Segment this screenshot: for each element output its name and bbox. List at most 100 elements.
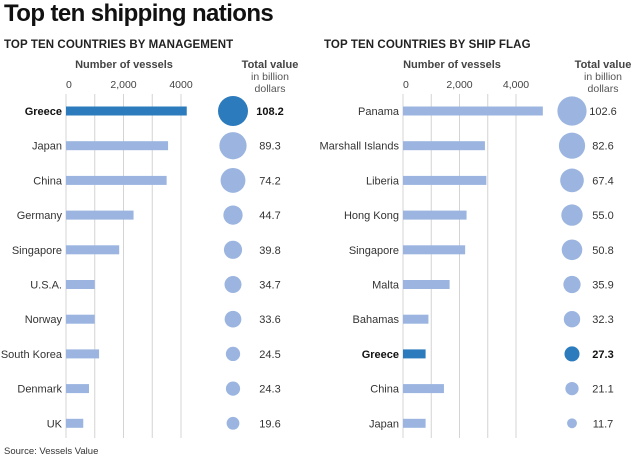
category-label: China: [33, 175, 63, 187]
category-label: Malta: [372, 280, 400, 292]
category-label: Greece: [25, 106, 62, 118]
bar: [66, 418, 84, 428]
value-bubble: [558, 132, 586, 159]
bar: [403, 384, 444, 394]
bar: [403, 245, 466, 255]
category-label: Denmark: [17, 384, 62, 396]
value-bubble: [223, 240, 243, 259]
bar: [66, 314, 95, 324]
value-bubble: [560, 168, 584, 193]
value-bubble: [563, 275, 581, 294]
bar: [403, 210, 467, 220]
value-label: 102.6: [589, 106, 617, 118]
panel-flag: TOP TEN COUNTRIES BY SHIP FLAG Number of…: [324, 39, 631, 95]
bar: [66, 106, 187, 116]
value-bubble: [561, 204, 583, 226]
category-label: Germany: [17, 210, 63, 222]
value-label: 82.6: [592, 141, 613, 153]
value-header-line1-management: Total value: [242, 59, 299, 71]
category-label: Bahamas: [353, 314, 400, 326]
value-bubble: [220, 167, 246, 193]
bar: [66, 210, 134, 220]
value-bubble: [565, 381, 579, 396]
panel-subtitle-management: TOP TEN COUNTRIES BY MANAGEMENT: [4, 39, 233, 51]
value-bubble: [226, 416, 240, 430]
value-bubble: [224, 276, 242, 293]
x-tick-label: 0: [66, 79, 72, 91]
category-label: Norway: [25, 314, 63, 326]
value-label: 24.3: [259, 384, 280, 396]
value-header-line2-management: in billion: [251, 71, 289, 83]
value-bubble: [563, 311, 581, 328]
value-label: 11.7: [593, 418, 614, 430]
bar: [403, 141, 485, 151]
bar: [66, 245, 120, 255]
value-label: 19.6: [259, 418, 280, 430]
x-tick-label: 2,000: [110, 79, 136, 91]
value-label: 44.7: [259, 210, 280, 222]
category-label: Singapore: [349, 245, 399, 257]
value-bubble: [224, 310, 242, 328]
category-label: UK: [47, 418, 63, 430]
x-tick-label: 4000: [169, 79, 193, 91]
category-label: Liberia: [366, 175, 400, 187]
value-header-line2-flag: in billion: [584, 71, 622, 83]
category-label: Japan: [32, 141, 62, 153]
panel-subtitle-flag: TOP TEN COUNTRIES BY SHIP FLAG: [324, 39, 531, 51]
chart-marks: 0 2,000 4000 Greece 108.2 Japan 89.3 China 74.2 G…: [1, 79, 617, 438]
value-header-line3-management: dollars: [255, 83, 286, 95]
bar: [403, 418, 426, 428]
x-tick-label: 4,000: [503, 79, 529, 91]
value-label: 21.1: [592, 384, 613, 396]
value-label: 50.8: [592, 245, 613, 257]
category-label: China: [370, 384, 400, 396]
value-label: 55.0: [592, 210, 613, 222]
bar: [66, 349, 100, 359]
panel-marks-0: 0 2,000 4000 Greece 108.2 Japan 89.3 China 74.2 G…: [1, 79, 284, 438]
value-bubble: [223, 205, 243, 225]
value-label: 67.4: [592, 175, 613, 187]
category-label: Japan: [369, 418, 399, 430]
value-bubble: [225, 346, 241, 362]
value-bubble: [564, 346, 580, 362]
value-label: 33.6: [259, 314, 280, 326]
bar: [66, 175, 167, 185]
value-label: 89.3: [259, 141, 280, 153]
bar: [66, 141, 169, 151]
bar: [403, 106, 543, 116]
bar: [403, 175, 487, 185]
source-note: Source: Vessels Value: [4, 446, 99, 457]
category-label: South Korea: [1, 349, 63, 361]
value-label: 34.7: [259, 280, 280, 292]
panel-marks-1: 0 2,000 4,000 Panama 102.6 Marshall Islands 82…: [320, 79, 617, 438]
value-header-line3-flag: dollars: [588, 83, 619, 95]
x-tick-label: 2,000: [446, 79, 472, 91]
value-bubble: [557, 96, 587, 126]
value-bubble: [561, 239, 583, 261]
category-label: Panama: [358, 106, 400, 118]
chart-title: Top ten shipping nations: [4, 0, 274, 27]
value-label: 24.5: [259, 349, 280, 361]
x-axis-title-flag: Number of vessels: [403, 59, 501, 71]
category-label: Marshall Islands: [320, 141, 400, 153]
category-label: Singapore: [12, 245, 62, 257]
value-label: 32.3: [592, 314, 613, 326]
bar: [66, 280, 95, 289]
value-bubble: [219, 132, 247, 160]
value-header-line1-flag: Total value: [575, 59, 632, 71]
category-label: Greece: [362, 349, 399, 361]
value-label: 27.3: [592, 349, 613, 361]
category-label: Hong Kong: [344, 210, 399, 222]
bar: [403, 314, 429, 324]
value-bubble: [225, 381, 241, 396]
value-label: 74.2: [259, 175, 280, 187]
value-bubble: [218, 96, 248, 126]
x-axis-title-management: Number of vessels: [75, 59, 173, 71]
value-label: 108.2: [256, 106, 284, 118]
bar: [403, 349, 426, 359]
value-bubble: [567, 418, 577, 429]
panel-management: TOP TEN COUNTRIES BY MANAGEMENT Number o…: [4, 39, 298, 95]
bar: [403, 280, 450, 289]
x-tick-label: 0: [403, 79, 409, 91]
